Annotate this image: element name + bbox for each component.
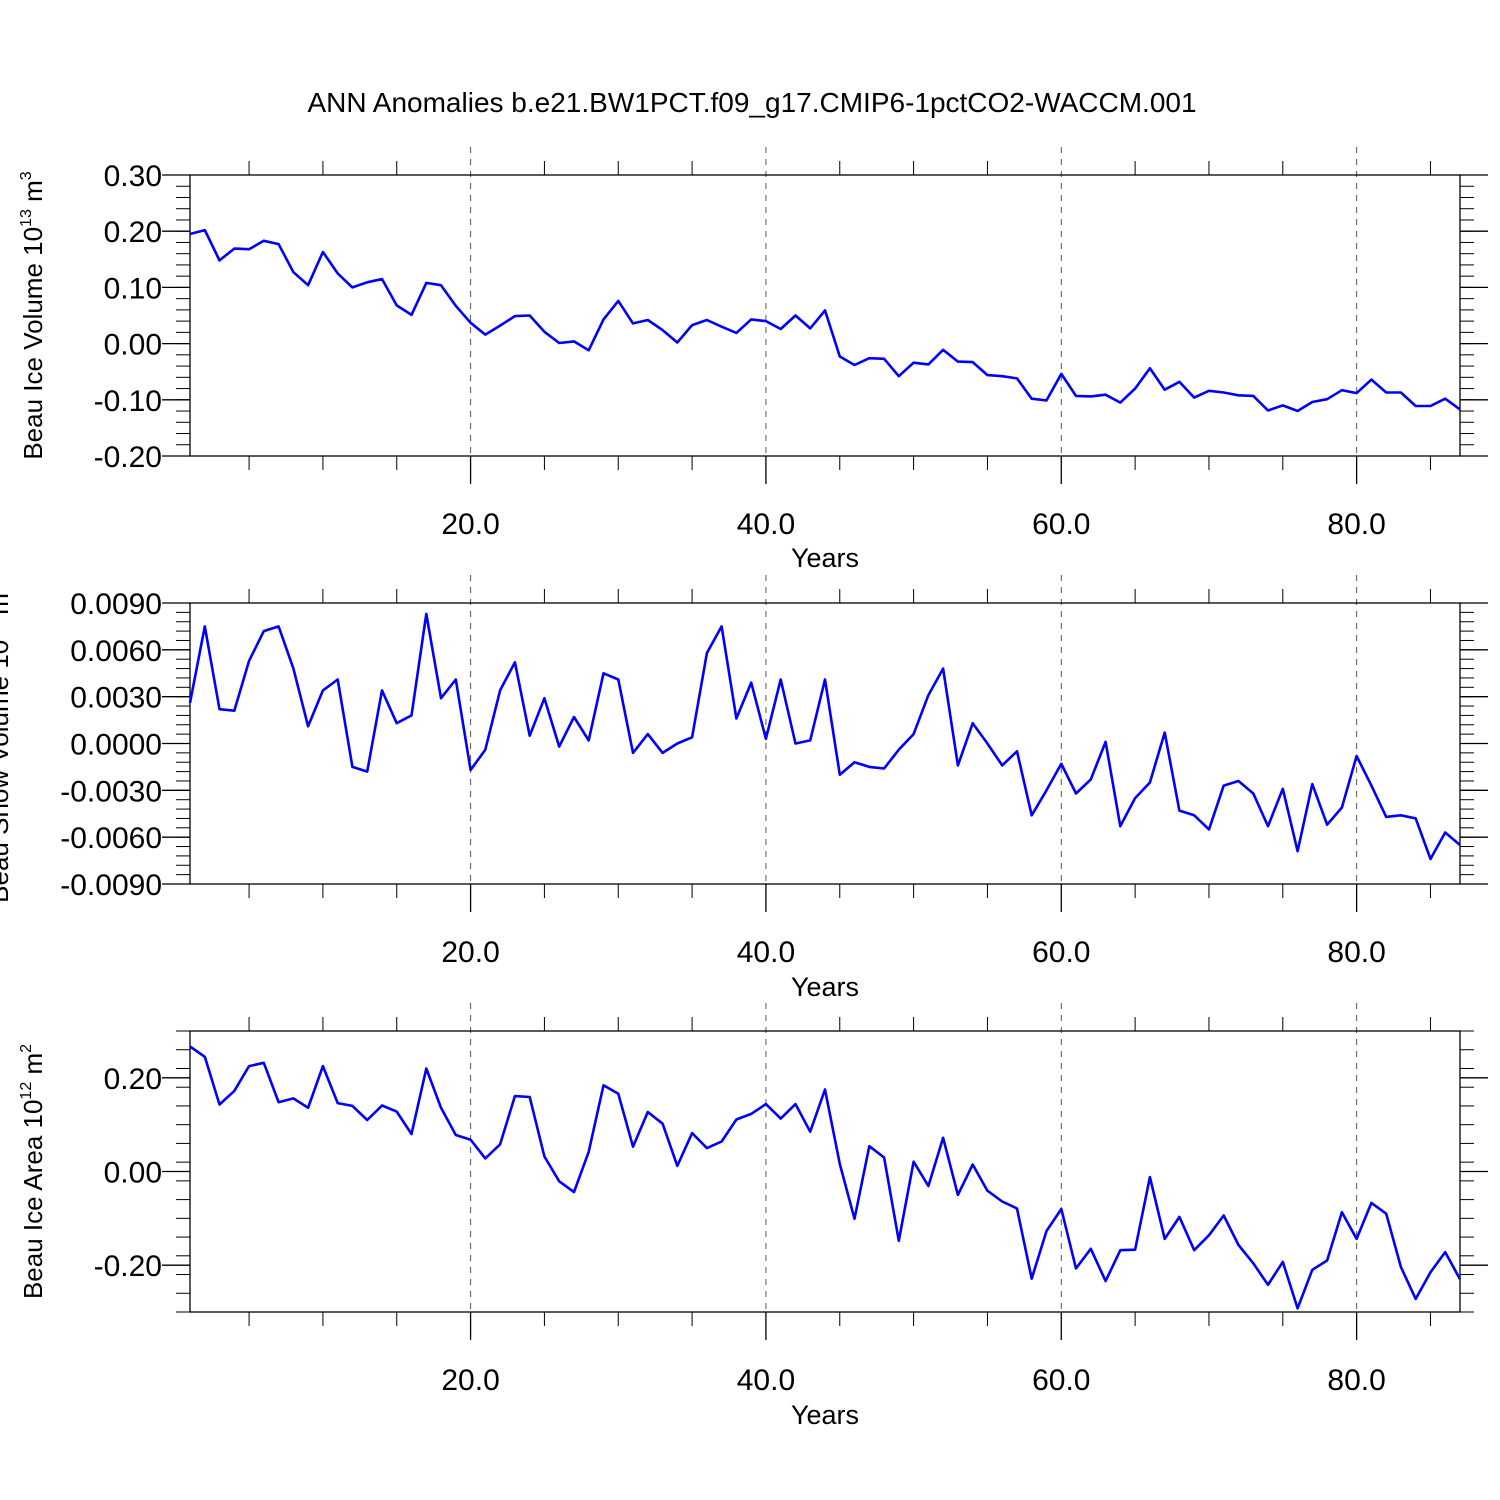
x-tick-label: 60.0 (1032, 936, 1090, 969)
y-tick-label: 0.10 (104, 272, 162, 305)
y-tick-label: 0.0060 (70, 635, 162, 668)
series-line (188, 612, 1461, 861)
x-tick-label: 20.0 (441, 508, 499, 541)
y-tick-label: 0.0000 (70, 729, 162, 762)
x-tick-label: 40.0 (737, 508, 795, 541)
x-tick-label: 40.0 (737, 1364, 795, 1397)
plot-frame (189, 602, 1461, 885)
x-tick-label: 60.0 (1032, 1364, 1090, 1397)
y-tick-label: -0.0060 (60, 822, 162, 855)
panel-ice-volume: -0.20 -0.10 0.00 0.10 0.20 0.30 20.0 40.0 60.0 80… (18, 147, 1488, 573)
y-tick-label: 0.0030 (70, 682, 162, 715)
x-tick-label: 80.0 (1327, 508, 1385, 541)
x-tick-label: 60.0 (1032, 508, 1090, 541)
x-tick-label: 20.0 (441, 936, 499, 969)
x-tick-label: 80.0 (1327, 1364, 1385, 1397)
y-tick-label: 0.00 (104, 329, 162, 362)
x-axis-label: Years (791, 1400, 859, 1430)
y-tick-label: 0.20 (104, 216, 162, 249)
y-tick-label: -0.0030 (60, 775, 162, 808)
plot-frame (189, 174, 1461, 457)
y-axis-label: Beau Ice Area 1012 m2 (18, 1044, 48, 1299)
y-axis-label: Beau Ice Volume 1013 m3 (18, 171, 48, 459)
y-tick-label: 0.20 (104, 1063, 162, 1096)
x-tick-label: 80.0 (1327, 936, 1385, 969)
y-tick-label: 0.00 (104, 1157, 162, 1190)
x-axis-label: Years (791, 972, 859, 1002)
chart-title: ANN Anomalies b.e21.BW1PCT.f09_g17.CMIP6… (307, 87, 1196, 118)
x-tick-label: 40.0 (737, 936, 795, 969)
y-tick-label: -0.20 (94, 1250, 162, 1283)
y-tick-label: -0.0090 (60, 869, 162, 902)
panel-snow-volume: -0.0090 -0.0060 -0.0030 0.0000 0.0030 0.0060 0… (0, 575, 1488, 1002)
y-axis-label: Beau Snow Volume 1013 m3 (0, 584, 14, 903)
plot-frame (189, 1030, 1461, 1313)
y-tick-label: 0.30 (104, 160, 162, 193)
series-line (189, 1045, 1462, 1310)
y-tick-label: -0.20 (94, 441, 162, 474)
series-line (189, 228, 1461, 413)
x-tick-label: 20.0 (441, 1364, 499, 1397)
x-axis-label: Years (791, 543, 859, 573)
y-tick-label: -0.10 (94, 385, 162, 418)
y-tick-label: 0.0090 (70, 588, 162, 621)
panel-ice-area: -0.20 0.00 0.20 20.0 40.0 60.0 80.0 Years Beau I… (18, 1003, 1488, 1430)
